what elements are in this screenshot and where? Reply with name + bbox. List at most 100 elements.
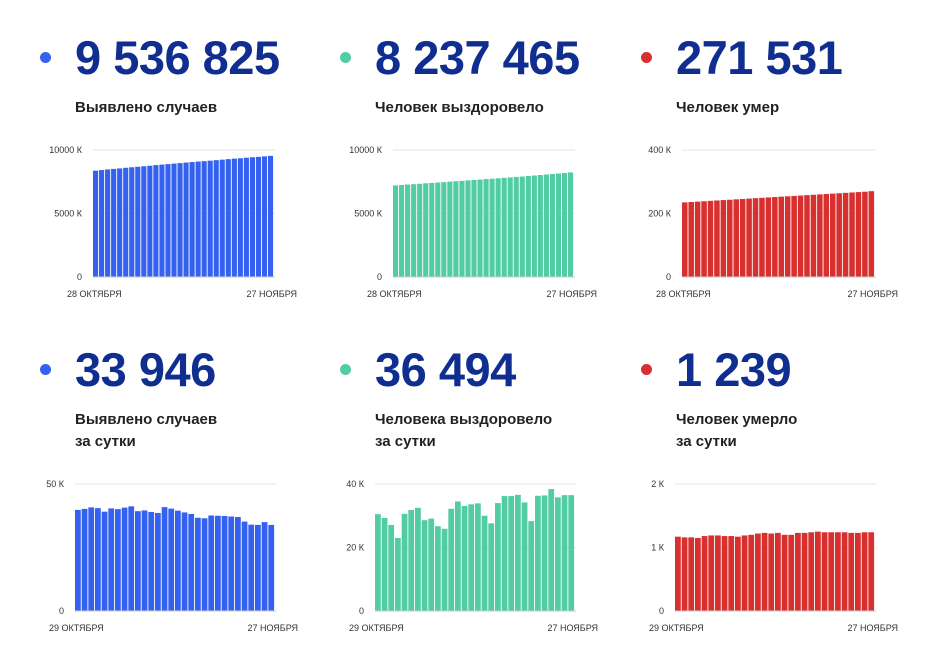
bar	[219, 159, 225, 277]
bar	[507, 177, 513, 277]
bar	[804, 195, 810, 277]
bar	[99, 170, 105, 277]
bar	[375, 514, 381, 611]
y-tick-label: 0	[77, 272, 82, 282]
bar	[549, 174, 555, 277]
bar	[828, 532, 835, 611]
bar	[481, 515, 488, 611]
bar	[688, 537, 695, 611]
bar	[555, 173, 562, 277]
bar	[548, 489, 555, 611]
x-end-label: 27 НОЯБРЯ	[546, 289, 597, 299]
bar	[849, 192, 855, 277]
bar	[842, 192, 849, 277]
bar	[694, 201, 701, 277]
bar	[868, 532, 875, 611]
bar	[248, 524, 255, 611]
bar	[555, 497, 561, 611]
bar	[415, 507, 421, 611]
x-start-label: 29 ОКТЯБРЯ	[49, 623, 104, 633]
bar	[93, 170, 99, 277]
bar	[483, 179, 489, 277]
bar	[195, 161, 201, 277]
bar	[448, 508, 455, 611]
bar	[153, 165, 159, 277]
y-tick-label: 2 К	[651, 479, 665, 489]
daily-recovered-label: Человека выздоровело	[375, 411, 553, 428]
bar	[88, 507, 95, 611]
bar	[720, 200, 727, 277]
bar	[267, 155, 274, 277]
bar	[261, 156, 268, 277]
bar	[95, 508, 101, 611]
bar	[708, 535, 715, 611]
bar	[155, 512, 161, 611]
x-start-label: 29 ОКТЯБРЯ	[649, 623, 704, 633]
bar	[735, 536, 741, 611]
bar	[741, 535, 748, 611]
bar	[195, 517, 201, 611]
bar	[727, 199, 733, 277]
x-end-label: 27 НОЯБРЯ	[847, 623, 898, 633]
bar	[797, 195, 804, 277]
bar	[495, 503, 501, 611]
bar	[714, 200, 720, 277]
bar	[791, 195, 797, 277]
daily-cases-value: 33 946	[75, 343, 216, 396]
bar	[701, 201, 707, 277]
bar	[543, 174, 549, 277]
bar	[165, 164, 171, 277]
bar	[855, 532, 861, 611]
bar	[453, 181, 459, 277]
bar	[528, 521, 535, 611]
bar	[477, 179, 483, 277]
x-start-label: 28 ОКТЯБРЯ	[367, 289, 422, 299]
bar	[841, 532, 848, 611]
total-cases-value: 9 536 825	[75, 31, 280, 84]
bar	[537, 175, 543, 277]
bar	[531, 175, 537, 277]
bar	[784, 196, 791, 277]
x-end-label: 27 НОЯБРЯ	[246, 289, 297, 299]
bar	[181, 512, 188, 611]
bar	[829, 193, 836, 277]
bar	[123, 167, 129, 277]
green-dot-icon	[340, 364, 351, 375]
bar	[255, 156, 262, 277]
x-start-label: 29 ОКТЯБРЯ	[349, 623, 404, 633]
bar	[788, 534, 795, 611]
bar	[441, 528, 448, 611]
bar	[561, 495, 568, 611]
y-tick-label: 40 К	[346, 479, 365, 489]
bar	[495, 178, 501, 277]
bar	[515, 494, 521, 611]
bar	[501, 496, 508, 611]
bar	[755, 533, 761, 611]
y-tick-label: 0	[59, 606, 64, 616]
bar	[188, 513, 195, 611]
bar	[183, 162, 189, 277]
bar	[775, 532, 781, 611]
bar	[101, 511, 108, 611]
bar	[695, 537, 701, 611]
bar	[393, 185, 399, 277]
bar	[249, 157, 255, 277]
bar	[201, 518, 208, 611]
bar	[221, 516, 228, 611]
bar	[501, 177, 507, 277]
bar	[688, 202, 694, 277]
bar	[489, 178, 495, 277]
daily-recovered-value: 36 494	[375, 343, 516, 396]
bar	[237, 158, 243, 277]
bar	[421, 520, 428, 611]
bar	[541, 495, 548, 611]
bar	[768, 533, 775, 611]
bar	[175, 510, 181, 611]
bar	[835, 532, 841, 611]
bar	[535, 495, 541, 611]
x-end-label: 27 НОЯБРЯ	[847, 289, 898, 299]
total-cases-label: Выявлено случаев	[75, 99, 218, 116]
bar	[848, 532, 855, 611]
blue-dot-icon	[40, 364, 51, 375]
bar	[733, 199, 739, 277]
